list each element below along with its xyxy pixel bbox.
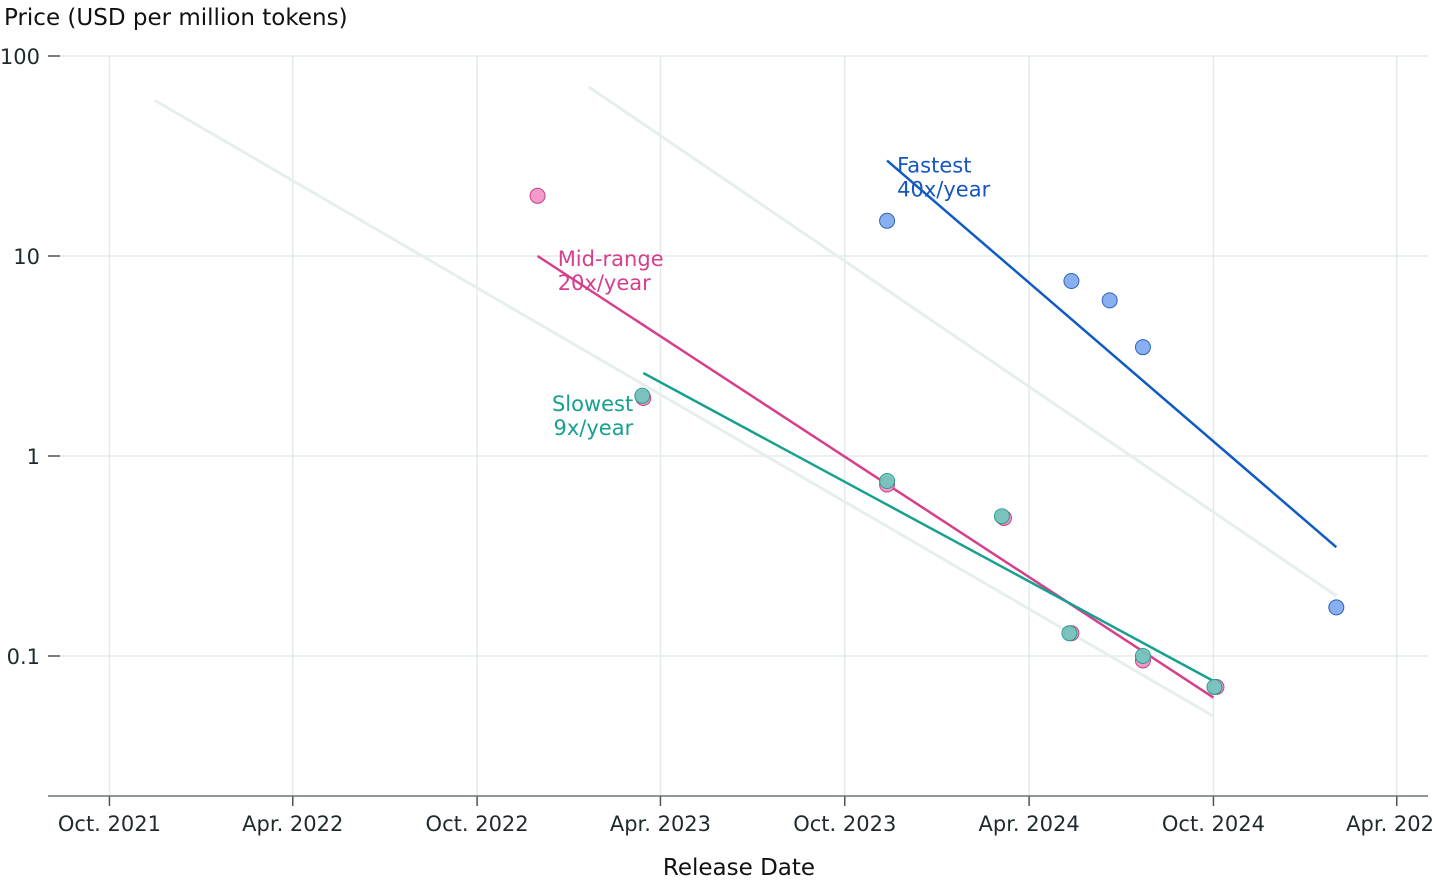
data-points (529, 187, 1345, 695)
annotation-rate: 9x/year (554, 416, 634, 440)
x-tick-label: Oct. 2022 (426, 812, 529, 836)
y-tick-label: 0.1 (7, 645, 40, 669)
x-tick-label: Apr. 2022 (242, 812, 343, 836)
trend-lines (536, 159, 1338, 699)
data-point (1328, 599, 1345, 616)
background-trend-line (154, 99, 1215, 718)
x-tick-label: Apr. 2023 (610, 812, 711, 836)
x-tick-label: Oct. 2021 (58, 812, 161, 836)
trend-line (886, 159, 1338, 549)
data-point (1063, 272, 1080, 289)
data-point (1206, 678, 1223, 695)
annotation-name: Mid-range (558, 247, 664, 271)
annotation-rate: 40x/year (897, 177, 990, 201)
y-axis-title: Price (USD per million tokens) (4, 5, 348, 31)
data-point (1101, 292, 1118, 309)
x-tick-label: Apr. 2025 (1346, 812, 1435, 836)
trend-line (536, 254, 1215, 699)
x-tick-label: Oct. 2023 (793, 812, 896, 836)
x-tick-label: Oct. 2024 (1162, 812, 1265, 836)
data-point (1134, 648, 1151, 664)
data-point (879, 212, 896, 229)
data-point (879, 472, 896, 489)
y-tick-label: 10 (13, 245, 40, 269)
x-axis-title: Release Date (663, 855, 815, 881)
data-point (1134, 339, 1151, 356)
annotation-rate: 20x/year (558, 271, 651, 295)
y-tick-label: 100 (0, 45, 40, 69)
background-trend-line (588, 85, 1338, 598)
data-point (529, 187, 546, 204)
background-lines (154, 85, 1338, 718)
annotation-name: Fastest (897, 153, 971, 177)
annotation-name: Slowest (552, 392, 633, 416)
x-tick-label: Apr. 2024 (979, 812, 1080, 836)
y-tick-label: 1 (27, 445, 40, 469)
data-point (993, 508, 1010, 525)
data-point (634, 387, 651, 404)
axes: 100 10 1 0.1 Oct. 2021 Apr. 2022 Oct. 2022 Apr.… (0, 45, 1435, 836)
data-point (1061, 625, 1078, 642)
trend-line (642, 371, 1215, 683)
